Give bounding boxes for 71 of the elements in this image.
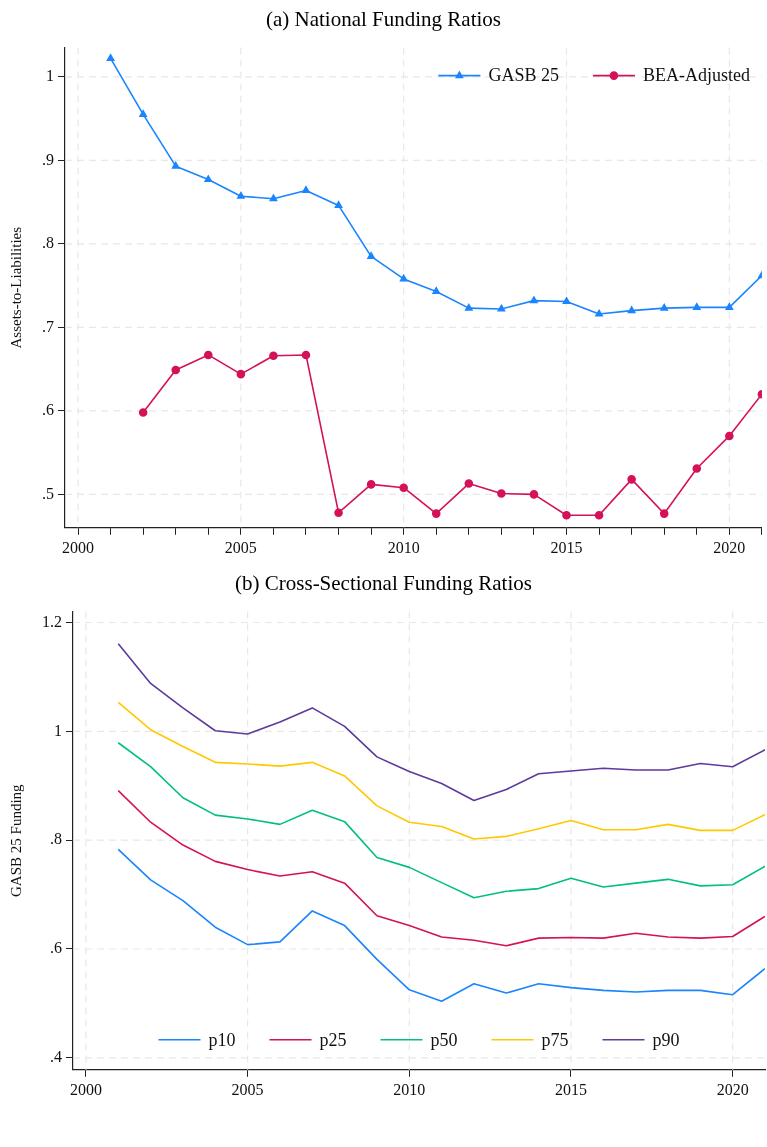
y-tick-label: 1.2 xyxy=(42,612,62,630)
point xyxy=(203,350,213,360)
point xyxy=(171,365,181,375)
point xyxy=(627,306,636,314)
legend-label: p25 xyxy=(319,1029,347,1050)
legend-label: p90 xyxy=(652,1029,680,1050)
legend-label: BEA-Adjusted xyxy=(642,65,750,86)
legend-label: p75 xyxy=(541,1029,569,1050)
point xyxy=(269,351,278,361)
point xyxy=(530,296,538,304)
x-tick-label: 2005 xyxy=(231,1080,264,1098)
point xyxy=(595,309,603,317)
point xyxy=(692,464,702,473)
legend-label: GASB 25 xyxy=(488,65,559,86)
point xyxy=(106,54,115,62)
point xyxy=(497,304,506,312)
x-tick-label: 2010 xyxy=(393,1080,426,1098)
point xyxy=(236,369,246,379)
point xyxy=(399,274,408,282)
point xyxy=(171,161,180,169)
point xyxy=(301,350,311,360)
point xyxy=(529,490,539,499)
x-tick-label: 2000 xyxy=(69,1080,102,1098)
point xyxy=(464,303,473,311)
y-tick-label: .7 xyxy=(42,317,54,335)
y-tick-label: 1 xyxy=(54,721,62,739)
x-tick-label: 2015 xyxy=(550,538,583,556)
point xyxy=(204,175,213,183)
point xyxy=(594,510,604,520)
point xyxy=(399,483,408,493)
point xyxy=(562,297,571,305)
point xyxy=(302,186,310,193)
point xyxy=(334,508,343,518)
y-tick-label: 1 xyxy=(46,67,54,85)
chart-title: (a) National Funding Ratios xyxy=(264,6,503,33)
point xyxy=(269,194,278,202)
y-tick-label: .6 xyxy=(50,939,62,957)
x-tick-label: 2020 xyxy=(716,1080,749,1098)
point xyxy=(627,475,636,484)
point xyxy=(497,489,506,498)
point xyxy=(464,479,474,488)
legend-label: p50 xyxy=(430,1029,458,1050)
point xyxy=(237,191,245,199)
y-tick-label: .4 xyxy=(50,1048,62,1066)
chart-title: (b) Cross-Sectional Funding Ratios xyxy=(234,570,533,597)
point xyxy=(367,252,375,259)
y-tick-label: .9 xyxy=(42,150,54,168)
point xyxy=(138,408,148,417)
x-tick-label: 2005 xyxy=(224,538,257,556)
y-tick-label: .8 xyxy=(50,830,62,848)
x-tick-label: 2010 xyxy=(387,538,420,556)
point xyxy=(692,303,701,310)
point xyxy=(562,510,571,520)
point xyxy=(725,303,734,310)
point xyxy=(659,509,669,518)
y-axis-title: GASB 25 Funding xyxy=(7,783,24,897)
y-tick-label: .5 xyxy=(42,484,54,502)
x-tick-label: 2015 xyxy=(554,1080,587,1098)
x-tick-label: 2020 xyxy=(713,538,746,556)
point xyxy=(432,287,441,295)
point xyxy=(139,110,147,117)
y-tick-label: .6 xyxy=(42,401,54,419)
point xyxy=(366,480,376,489)
y-axis-title: Assets-to-Liabilities xyxy=(7,226,24,349)
point xyxy=(334,201,343,208)
y-tick-label: .8 xyxy=(42,234,54,252)
legend-label: p10 xyxy=(208,1029,236,1050)
x-tick-label: 2000 xyxy=(62,538,95,556)
point xyxy=(725,431,734,441)
point xyxy=(660,303,669,311)
point xyxy=(431,509,441,518)
